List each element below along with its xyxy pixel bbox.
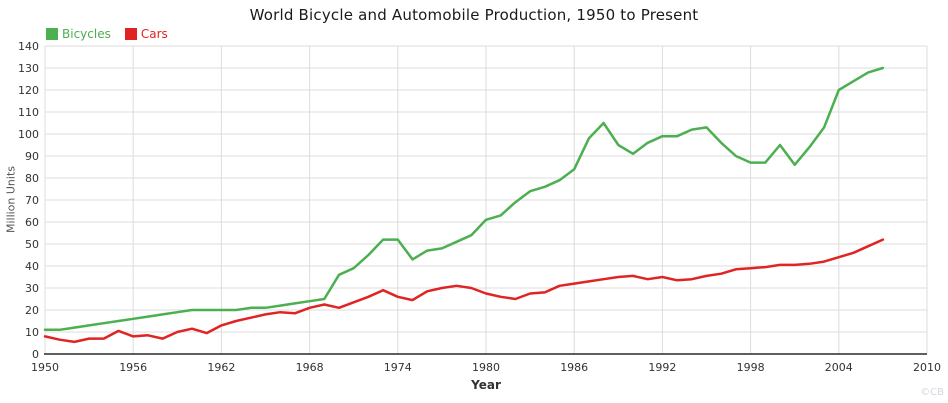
x-tick-label: 1968 (296, 361, 324, 374)
y-tick-label: 0 (32, 348, 39, 361)
x-tick-label: 1980 (472, 361, 500, 374)
y-tick-label: 10 (25, 326, 39, 339)
y-tick-label: 110 (18, 106, 39, 119)
legend-label: Cars (140, 27, 168, 41)
legend-item-cars[interactable]: Cars (124, 27, 168, 41)
x-tick-label: 1956 (119, 361, 147, 374)
x-tick-label: 1962 (207, 361, 235, 374)
y-tick-label: 40 (25, 260, 39, 273)
series-line-bicycles (43, 66, 885, 332)
y-tick-label: 130 (18, 62, 39, 75)
x-tick-label: 2010 (913, 361, 941, 374)
x-axis-label: Year (471, 378, 501, 392)
y-tick-label: 30 (25, 282, 39, 295)
y-axis-label: Million Units (4, 165, 18, 234)
watermark: ©CB (920, 387, 944, 398)
legend-item-bicycles[interactable]: Bicycles (46, 27, 111, 41)
x-tick-label: 1992 (648, 361, 676, 374)
x-tick-label: 1950 (31, 361, 59, 374)
series-line-cars (43, 238, 885, 344)
legend: Bicycles Cars (46, 27, 168, 41)
legend-swatch-bicycles (46, 28, 58, 40)
chart-title: World Bicycle and Automobile Production,… (249, 6, 699, 24)
x-tick-label: 1986 (560, 361, 588, 374)
x-tick-label: 2004 (825, 361, 853, 374)
legend-swatch-cars (124, 28, 137, 40)
y-tick-label: 60 (25, 216, 39, 229)
y-tick-label: 120 (18, 84, 39, 97)
y-tick-label: 140 (18, 40, 39, 53)
y-tick-label: 50 (25, 238, 39, 251)
y-tick-label: 90 (25, 150, 39, 163)
y-tick-label: 70 (25, 194, 39, 207)
y-tick-label: 80 (25, 172, 39, 185)
legend-label: Bicycles (62, 27, 111, 41)
y-tick-label: 100 (18, 128, 39, 141)
x-tick-label: 1974 (384, 361, 412, 374)
y-tick-label: 20 (25, 304, 39, 317)
x-tick-label: 1998 (737, 361, 765, 374)
